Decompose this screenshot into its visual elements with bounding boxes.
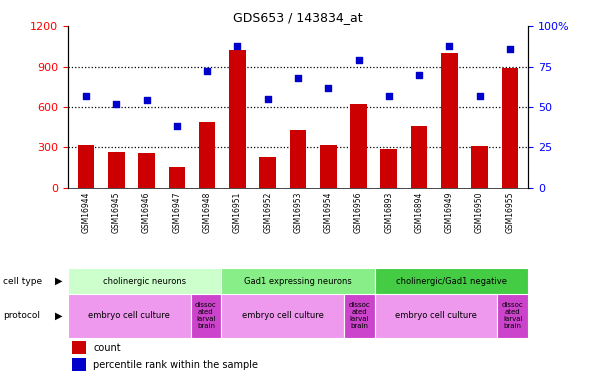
Text: GSM16952: GSM16952: [263, 192, 272, 233]
Bar: [375, 294, 497, 338]
Point: [384, 93, 394, 99]
Text: ▶: ▶: [55, 311, 63, 321]
Text: cholinergic neurons: cholinergic neurons: [103, 277, 186, 286]
Bar: [221, 268, 375, 294]
Bar: [411, 126, 427, 188]
Point: [323, 84, 333, 90]
Bar: [381, 148, 397, 188]
Point: [505, 46, 514, 52]
Text: dissoc
ated
larval
brain: dissoc ated larval brain: [195, 302, 217, 330]
Text: embryo cell culture: embryo cell culture: [88, 311, 170, 320]
Text: GSM16948: GSM16948: [202, 192, 212, 233]
Bar: [68, 294, 191, 338]
Point: [142, 98, 151, 104]
Text: GSM16947: GSM16947: [172, 192, 181, 233]
Point: [293, 75, 303, 81]
Text: percentile rank within the sample: percentile rank within the sample: [93, 360, 258, 370]
Point: [445, 43, 454, 49]
Text: GSM16950: GSM16950: [475, 192, 484, 233]
Point: [112, 100, 121, 106]
Bar: [73, 358, 86, 371]
Text: GSM16953: GSM16953: [293, 192, 303, 233]
Text: cell type: cell type: [3, 277, 42, 286]
Point: [263, 96, 273, 102]
Point: [172, 123, 182, 129]
Bar: [320, 144, 336, 188]
Point: [202, 68, 212, 74]
Text: dissoc
ated
larval
brain: dissoc ated larval brain: [502, 302, 523, 330]
Bar: [350, 104, 367, 188]
Bar: [78, 144, 94, 188]
Text: GSM16956: GSM16956: [354, 192, 363, 233]
Text: GSM16946: GSM16946: [142, 192, 151, 233]
Text: dissoc
ated
larval
brain: dissoc ated larval brain: [349, 302, 370, 330]
Text: count: count: [93, 343, 121, 353]
Text: GSM16944: GSM16944: [81, 192, 90, 233]
Bar: [502, 68, 518, 188]
Bar: [108, 152, 124, 188]
Bar: [375, 268, 528, 294]
Text: GSM16894: GSM16894: [415, 192, 424, 233]
Bar: [441, 53, 458, 188]
Text: GSM16949: GSM16949: [445, 192, 454, 233]
Bar: [169, 166, 185, 188]
Point: [81, 93, 91, 99]
Bar: [73, 341, 86, 354]
Text: GSM16893: GSM16893: [384, 192, 394, 233]
Bar: [229, 51, 245, 188]
Text: Gad1 expressing neurons: Gad1 expressing neurons: [244, 277, 352, 286]
Text: embryo cell culture: embryo cell culture: [242, 311, 323, 320]
Bar: [199, 122, 215, 188]
Text: GSM16955: GSM16955: [506, 192, 514, 233]
Text: GSM16945: GSM16945: [112, 192, 121, 233]
Point: [354, 57, 363, 63]
Bar: [138, 153, 155, 188]
Bar: [68, 268, 221, 294]
Text: cholinergic/Gad1 negative: cholinergic/Gad1 negative: [396, 277, 507, 286]
Bar: [344, 294, 375, 338]
Point: [414, 72, 424, 78]
Bar: [497, 294, 528, 338]
Bar: [471, 146, 488, 188]
Point: [232, 43, 242, 49]
Point: [475, 93, 484, 99]
Text: ▶: ▶: [55, 276, 63, 286]
Title: GDS653 / 143834_at: GDS653 / 143834_at: [233, 11, 363, 24]
Text: embryo cell culture: embryo cell culture: [395, 311, 477, 320]
Bar: [191, 294, 221, 338]
Text: GSM16951: GSM16951: [233, 192, 242, 233]
Bar: [221, 294, 344, 338]
Bar: [290, 130, 306, 188]
Text: protocol: protocol: [3, 311, 40, 320]
Bar: [260, 157, 276, 188]
Text: GSM16954: GSM16954: [324, 192, 333, 233]
